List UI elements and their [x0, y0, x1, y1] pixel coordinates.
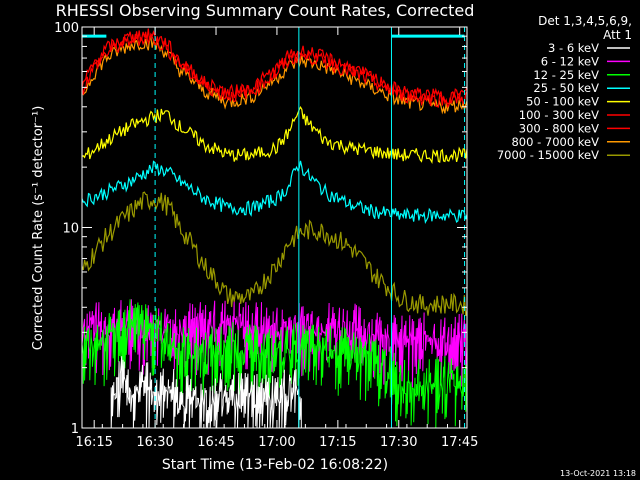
y-tick-label: 1	[71, 422, 79, 437]
y-tick-label: 100	[54, 21, 79, 36]
legend-entry: 3 - 6 keV	[548, 41, 630, 55]
plot-marks	[82, 27, 467, 428]
legend-attenuator: Att 1	[603, 28, 632, 42]
x-tick-label: 17:00	[258, 435, 295, 450]
legend-label: 800 - 7000 keV	[511, 135, 599, 149]
x-tick-label: 16:15	[75, 435, 112, 450]
legend-detectors: Det 1,3,4,5,6,9,	[538, 14, 632, 28]
x-axis-label: Start Time (13-Feb-02 16:08:22)	[162, 457, 388, 473]
legend-entry: 100 - 300 keV	[519, 108, 630, 122]
x-tick-label: 17:30	[380, 435, 417, 450]
legend-header: Det 1,3,4,5,6,9, Att 1	[538, 14, 632, 42]
legend-entry: 800 - 7000 keV	[511, 135, 630, 149]
y-tick-label: 10	[62, 222, 79, 237]
x-tick-label: 16:30	[136, 435, 173, 450]
legend-entry: 300 - 800 keV	[519, 121, 630, 135]
x-tick-label: 17:15	[319, 435, 356, 450]
legend-entry: 7000 - 15000 keV	[497, 148, 630, 162]
series-line-100-300-kev	[82, 28, 467, 105]
series-line-25-50-kev	[82, 160, 467, 225]
legend-label: 25 - 50 keV	[533, 81, 599, 95]
series-line-3-6-kev	[110, 356, 302, 428]
legend-label: 6 - 12 keV	[541, 54, 599, 68]
series-line-50-100-kev	[82, 105, 467, 165]
axes: 1 10 100 16:15 16:30 16:45 17:00 17:15 17:30 17:4…	[54, 21, 478, 450]
legend-label: 12 - 25 keV	[533, 68, 599, 82]
series-line-12-25-kev	[82, 299, 467, 428]
legend-label: 50 - 100 keV	[526, 95, 599, 109]
chart-title: RHESSI Observing Summary Count Rates, Co…	[56, 1, 475, 20]
timestamp: 13-Oct-2021 13:18	[560, 469, 636, 478]
series-line-800-7000-kev	[82, 36, 467, 115]
x-tick-label: 16:45	[197, 435, 234, 450]
legend-label: 100 - 300 keV	[519, 108, 599, 122]
legend-label: 3 - 6 keV	[548, 41, 599, 55]
legend-label: 7000 - 15000 keV	[497, 148, 599, 162]
x-tick-label: 17:45	[441, 435, 478, 450]
legend-entry: 12 - 25 keV	[533, 68, 630, 82]
legend-entry: 25 - 50 keV	[533, 81, 630, 95]
y-axis-label: Corrected Count Rate (s⁻¹ detector⁻¹)	[31, 106, 46, 351]
series-line-7000-15000-kev	[82, 191, 467, 317]
legend-label: 300 - 800 keV	[519, 121, 599, 135]
legend-entry: 50 - 100 keV	[526, 95, 630, 109]
legend-entry: 6 - 12 keV	[541, 54, 630, 68]
